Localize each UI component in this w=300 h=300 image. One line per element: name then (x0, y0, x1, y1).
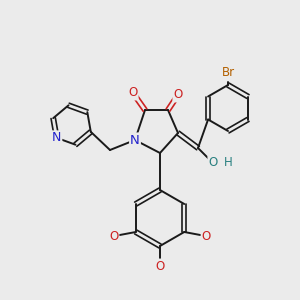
Text: O: O (155, 260, 165, 272)
Text: O: O (173, 88, 183, 101)
Text: O: O (109, 230, 119, 244)
Text: N: N (52, 131, 62, 144)
Text: Br: Br (221, 65, 235, 79)
Text: O: O (128, 86, 138, 100)
Text: H: H (224, 157, 233, 169)
Text: O: O (202, 230, 211, 244)
Text: N: N (130, 134, 140, 146)
Text: O: O (208, 157, 217, 169)
